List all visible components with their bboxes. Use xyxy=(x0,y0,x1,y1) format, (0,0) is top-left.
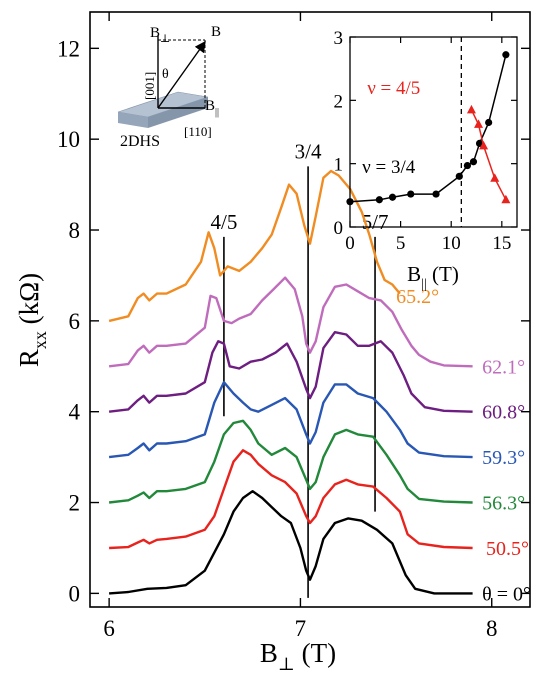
inset-series-line xyxy=(349,54,507,203)
series-curve xyxy=(108,169,401,323)
inset-data-point xyxy=(407,190,415,198)
inset-x-axis-label: B|| (T) xyxy=(407,262,459,292)
sample-slab-side xyxy=(148,97,208,128)
series-curve xyxy=(109,449,473,550)
series-curve xyxy=(108,331,473,413)
inset-series-label: ν = 4/5 xyxy=(367,78,420,99)
series-label: 60.8° xyxy=(482,402,525,424)
b-par-label: B|| xyxy=(205,98,219,118)
inset-series xyxy=(346,51,511,206)
inset-data-point xyxy=(463,161,472,170)
series-curve xyxy=(109,490,473,595)
b-vector-arrow xyxy=(157,40,206,109)
inset-data-point xyxy=(375,196,383,204)
y-tick-label: 4 xyxy=(69,400,81,425)
inset-data-point xyxy=(466,104,476,114)
inset-y-tick-label: 2 xyxy=(334,91,344,112)
main-plot-frame xyxy=(89,11,531,608)
inset-x-tick-label: 0 xyxy=(345,233,355,254)
field-geometry-schematic: B⊥ B θ [001] B|| [110] 2DHS xyxy=(117,24,221,150)
inset-data-point xyxy=(388,193,397,201)
series-label: 62.1° xyxy=(482,356,525,378)
x-tick-label: 8 xyxy=(486,616,498,641)
inset-data-point xyxy=(479,140,489,150)
y-tick-label: 10 xyxy=(57,127,80,152)
inset-data-point xyxy=(485,118,493,127)
y-tick-label: 0 xyxy=(69,581,81,606)
inset-y-tick-label: 1 xyxy=(334,155,344,176)
theta-label: θ xyxy=(162,67,169,82)
series-label: 50.5° xyxy=(486,538,529,560)
inset-data-point xyxy=(501,194,511,204)
inset-x-tick-label: 5 xyxy=(396,233,406,254)
inset-data-point xyxy=(469,158,478,166)
inset-data-point xyxy=(432,190,440,198)
main-y-axis-label: Rxx (kΩ) xyxy=(14,273,50,367)
x-tick-label: 6 xyxy=(103,616,115,641)
inset-plot: 0 1 2 3 0 5 10 15 ν = 3/4 ν = 4/5 B|| (T) xyxy=(334,28,518,292)
inset-frame xyxy=(349,36,518,228)
x-tick-label: 7 xyxy=(295,616,307,641)
y-tick-label: 8 xyxy=(69,218,81,243)
series-label: 65.2° xyxy=(396,286,439,308)
inset-axis-ticks: 0 1 2 3 0 5 10 15 xyxy=(334,28,517,254)
series-label: 56.3° xyxy=(482,493,525,515)
inset-data-point xyxy=(455,172,463,180)
series-curve xyxy=(108,381,473,459)
fraction-marker-label: 4/5 xyxy=(210,210,237,234)
sample-slab-front xyxy=(118,112,148,128)
main-series-labels: θ = 0° 50.5° 56.3° 59.3° 60.8° 62.1° 65.2° xyxy=(396,286,531,605)
dir-001-label: [001] xyxy=(142,72,157,100)
inset-data-point xyxy=(490,173,500,182)
b-perp-label: B⊥ xyxy=(150,25,170,45)
inset-data-point xyxy=(474,119,484,128)
inset-series-labels: ν = 3/4 ν = 4/5 xyxy=(362,78,420,178)
b-label: B xyxy=(211,24,221,40)
y-tick-label: 6 xyxy=(69,309,81,334)
dir-110-label: [110] xyxy=(184,124,212,139)
y-tick-label: 2 xyxy=(69,491,81,516)
inset-y-tick-label: 3 xyxy=(334,28,344,49)
series-label: 59.3° xyxy=(482,447,525,469)
inset-x-tick-label: 10 xyxy=(442,233,461,254)
series-curve xyxy=(108,419,473,504)
fraction-marker-label: 3/4 xyxy=(295,139,322,163)
sample-label: 2DHS xyxy=(120,133,160,150)
inset-x-tick-label: 15 xyxy=(492,233,511,254)
series-label: θ = 0° xyxy=(482,583,531,605)
y-tick-label: 12 xyxy=(57,36,80,61)
inset-data-point xyxy=(502,51,510,59)
series-curve xyxy=(108,276,473,368)
main-series-curves xyxy=(108,169,473,595)
inset-data-point xyxy=(346,198,354,206)
main-x-axis-label: B⊥ (T) xyxy=(260,638,336,674)
inset-series-label: ν = 3/4 xyxy=(362,157,416,178)
inset-y-tick-label: 0 xyxy=(334,218,344,239)
